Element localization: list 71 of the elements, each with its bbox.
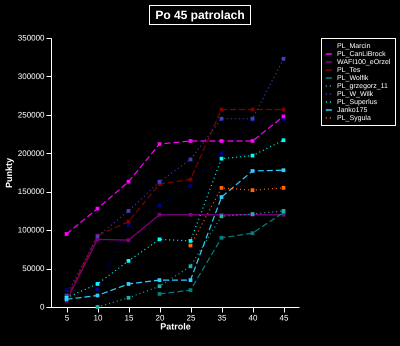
point [282,186,286,190]
point [220,186,224,190]
x-tick-label: 5 [64,314,70,322]
point [220,108,224,112]
point [126,180,130,184]
x-axis-title: Patrole [160,322,191,332]
point [250,231,254,236]
point [250,139,254,143]
y-tick-label: 50000 [22,264,46,274]
point [282,168,286,172]
point [96,206,100,210]
point [250,154,254,158]
point [126,282,130,286]
x-tick-label: 20 [156,314,165,322]
point [188,158,192,162]
point [282,114,286,118]
point [188,288,192,292]
point [282,108,286,112]
point [220,156,224,161]
point [282,138,286,142]
point [64,232,68,236]
x-tick-label: 45 [280,314,289,322]
point [188,264,192,268]
point [158,278,162,282]
point [96,305,100,309]
y-tick-label: 100000 [18,226,46,235]
point [158,142,162,146]
point [64,288,68,292]
point [188,278,192,282]
x-tick-label: 10 [94,314,103,322]
point [96,287,100,292]
y-tick-label: 200000 [18,148,46,158]
point [158,180,162,184]
point [126,296,130,300]
point [220,151,224,156]
point [250,108,254,112]
point [126,259,130,263]
y-tick-label: 150000 [18,187,46,196]
point [188,178,192,182]
point [220,195,224,199]
point [220,139,224,143]
point [158,212,162,217]
point [158,284,162,288]
point [250,188,254,192]
point [220,236,224,240]
x-tick-label: 35 [218,314,227,322]
y-tick-label: 350000 [18,34,46,42]
point [188,184,192,188]
x-tick-label: 15 [124,314,134,322]
point [126,220,130,224]
point [220,116,224,121]
point [250,169,254,173]
point [158,292,162,296]
y-tick-label: 250000 [18,110,46,120]
point [158,237,162,242]
point [96,282,100,286]
point [188,244,192,248]
point [188,212,192,217]
x-tick-label: 40 [248,314,258,322]
y-tick-label: 0 [40,302,46,312]
point [126,209,130,213]
point [282,56,286,61]
chart-title: Po 45 patrolach [149,5,251,25]
point [188,139,192,143]
point [158,204,162,208]
point [96,294,100,298]
point [188,239,192,243]
y-tick-label: 300000 [18,72,46,81]
point [126,238,130,242]
x-tick-label: 25 [186,314,196,322]
y-axis-title: Punkty [4,158,14,188]
